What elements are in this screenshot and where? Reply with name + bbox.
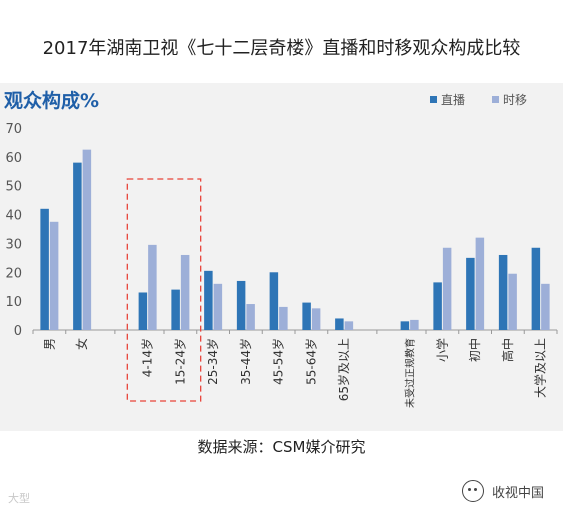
bar-timeshift <box>344 321 354 330</box>
bar-live <box>171 289 180 330</box>
watermark-right: 收视中国 <box>462 480 544 502</box>
y-tick-label: 0 <box>14 324 22 339</box>
y-tick-label: 50 <box>5 180 22 195</box>
legend-label-0: 直播 <box>441 93 465 107</box>
y-tick-label: 10 <box>5 295 22 310</box>
bar-timeshift <box>311 308 321 330</box>
x-category-label: 35-44岁 <box>238 338 253 385</box>
x-category-label: 初中 <box>467 338 482 362</box>
x-category-label: 未受过正规教育 <box>404 338 417 408</box>
bar-live <box>204 270 213 330</box>
bar-live <box>73 162 82 330</box>
y-tick-label: 40 <box>5 209 22 224</box>
watermark-left: 大型 <box>8 492 30 505</box>
bar-timeshift <box>410 319 419 330</box>
bar-live <box>138 292 148 330</box>
legend-swatch-1 <box>492 96 499 103</box>
bar-timeshift <box>213 283 223 330</box>
y-tick-label: 20 <box>5 266 22 281</box>
x-category-label: 小学 <box>434 338 449 362</box>
source-note: 数据来源：CSM媒介研究 <box>197 438 366 456</box>
legend-label-1: 时移 <box>503 93 527 107</box>
bar-live <box>335 318 344 330</box>
bar-live <box>269 272 279 330</box>
y-tick-label: 60 <box>5 151 22 166</box>
x-category-label: 4-14岁 <box>140 338 155 377</box>
chart-panel: 观众构成% 直播 时移 0 10 20 30 40 50 60 70 男 女 4-14岁 15-24岁 25-… <box>0 83 563 431</box>
bar-live <box>400 321 410 330</box>
highlight-box <box>126 178 202 402</box>
bar-timeshift <box>148 244 157 330</box>
x-category-label: 55-64岁 <box>303 338 318 385</box>
bar-timeshift <box>49 221 59 330</box>
y-tick-label: 70 <box>5 122 22 137</box>
x-category-label: 65岁及以上 <box>336 338 351 401</box>
bar-live <box>40 208 49 330</box>
x-category-label: 25-34岁 <box>205 338 220 385</box>
bar-timeshift <box>442 247 452 330</box>
bar-timeshift <box>475 237 485 330</box>
bar-live <box>302 302 311 330</box>
x-category-label: 大学及以上 <box>533 338 548 398</box>
legend-swatch-0 <box>430 96 437 103</box>
chart-title: 观众构成% <box>4 89 99 112</box>
x-category-label: 45-54岁 <box>271 338 286 385</box>
page-title: 2017年湖南卫视《七十二层奇楼》直播和时移观众构成比较 <box>42 38 521 59</box>
bar-chart: 观众构成% 直播 时移 0 10 20 30 40 50 60 70 男 女 4-14岁 15-24岁 25-… <box>4 89 558 408</box>
bar-live <box>433 282 442 330</box>
bar-timeshift <box>279 306 288 330</box>
bar-live <box>466 257 475 330</box>
bar-timeshift <box>82 149 92 330</box>
bar-live <box>498 254 508 330</box>
bar-timeshift <box>180 254 190 330</box>
y-tick-label: 30 <box>5 237 22 252</box>
bar-timeshift <box>508 273 517 330</box>
x-category-label: 高中 <box>500 338 515 362</box>
bar-live <box>531 247 541 330</box>
bar-live <box>236 280 246 330</box>
watermark-right-text: 收视中国 <box>492 485 545 501</box>
bar-timeshift <box>541 283 550 330</box>
x-category-label: 15-24岁 <box>172 338 187 385</box>
x-category-label: 女 <box>74 338 89 350</box>
bar-timeshift <box>246 304 255 330</box>
x-category-label: 男 <box>42 338 56 350</box>
wechat-icon <box>462 480 484 502</box>
